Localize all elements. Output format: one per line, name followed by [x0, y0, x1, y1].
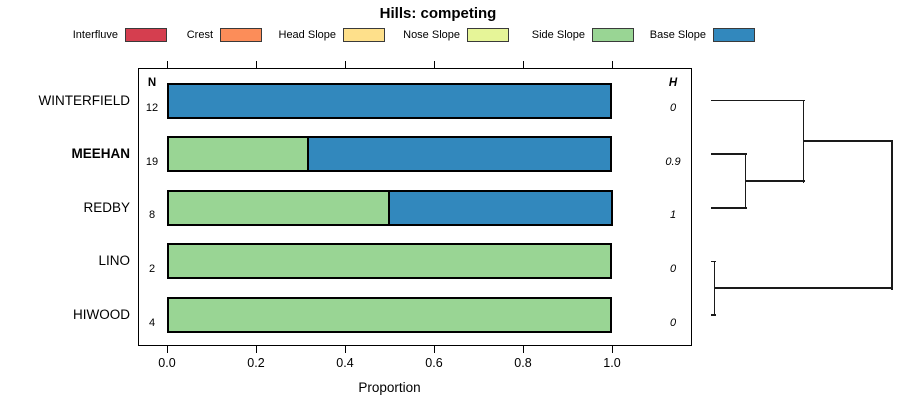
legend-swatch-head-slope — [343, 28, 385, 42]
bar-segment-base-slope — [167, 83, 612, 119]
legend-label: Interfluve — [72, 29, 118, 41]
dendrogram-segment — [711, 99, 805, 102]
dendrogram-segment — [711, 260, 717, 263]
legend-swatch-base-slope — [713, 28, 755, 42]
legend-swatch-side-slope — [592, 28, 634, 42]
axis-tick-label: 0.0 — [158, 356, 176, 370]
dendrogram-segment — [711, 314, 717, 316]
axis-tick-top — [434, 61, 436, 68]
n-column-header: N — [147, 77, 157, 89]
axis-tick-bottom — [345, 346, 347, 353]
row-label-winterfield: WINTERFIELD — [38, 92, 130, 108]
axis-tick-label: 0.8 — [514, 356, 532, 370]
plot-box — [138, 68, 692, 346]
row-label-meehan: MEEHAN — [71, 146, 130, 162]
legend-label: Crest — [186, 29, 213, 41]
axis-tick-label: 0.2 — [247, 356, 265, 370]
dendrogram-segment — [745, 180, 805, 182]
legend-label: Base Slope — [649, 29, 706, 41]
h-value: 0 — [669, 262, 677, 275]
axis-tick-label: 1.0 — [603, 356, 621, 370]
legend-swatch-nose-slope — [467, 28, 509, 42]
bar-segment-side-slope — [167, 297, 612, 333]
legend-label: Side Slope — [531, 29, 585, 41]
x-axis-title: Proportion — [358, 380, 421, 395]
axis-tick-bottom — [523, 346, 525, 353]
axis-tick-top — [167, 61, 169, 68]
legend-label: Nose Slope — [403, 29, 460, 41]
n-value: 12 — [145, 102, 159, 114]
chart-title: Hills: competing — [379, 5, 497, 22]
axis-tick-top — [345, 61, 347, 68]
n-value: 4 — [148, 316, 156, 329]
legend-label: Head Slope — [278, 29, 337, 41]
row-label-hiwood: HIWOOD — [73, 307, 130, 322]
legend-swatch-crest — [220, 28, 262, 42]
dendrogram-segment — [802, 100, 805, 183]
dendrogram-segment — [803, 140, 894, 142]
bar-segment-side-slope — [167, 243, 612, 279]
axis-tick-bottom — [434, 346, 436, 353]
h-value: 1 — [669, 209, 677, 222]
row-label-lino: LINO — [98, 253, 130, 269]
bar-segment-side-slope — [167, 190, 390, 226]
axis-tick-label: 0.4 — [336, 356, 354, 370]
axis-tick-bottom — [167, 346, 169, 353]
axis-tick-bottom — [256, 346, 258, 353]
dendrogram-segment — [711, 207, 747, 209]
axis-tick-top — [612, 61, 614, 68]
axis-tick-bottom — [612, 346, 614, 353]
h-value: 0 — [669, 316, 677, 329]
bar-segment-base-slope — [388, 190, 613, 226]
n-value: 8 — [148, 209, 156, 222]
h-value: 0.9 — [665, 155, 681, 168]
dendrogram-segment — [713, 261, 716, 317]
legend-swatch-interfluve — [125, 28, 167, 42]
dendrogram-segment — [891, 140, 893, 290]
h-value: 0 — [669, 102, 677, 114]
n-value: 19 — [145, 155, 159, 168]
n-value: 2 — [148, 262, 156, 275]
axis-tick-top — [256, 61, 258, 68]
row-label-redby: REDBY — [83, 199, 130, 215]
dendrogram-segment — [714, 287, 894, 289]
dendrogram-segment — [711, 153, 747, 155]
axis-tick-label: 0.6 — [425, 356, 443, 370]
bar-segment-side-slope — [167, 136, 309, 172]
bar-segment-base-slope — [307, 136, 612, 172]
axis-tick-top — [523, 61, 525, 68]
h-column-header: H — [668, 77, 678, 89]
